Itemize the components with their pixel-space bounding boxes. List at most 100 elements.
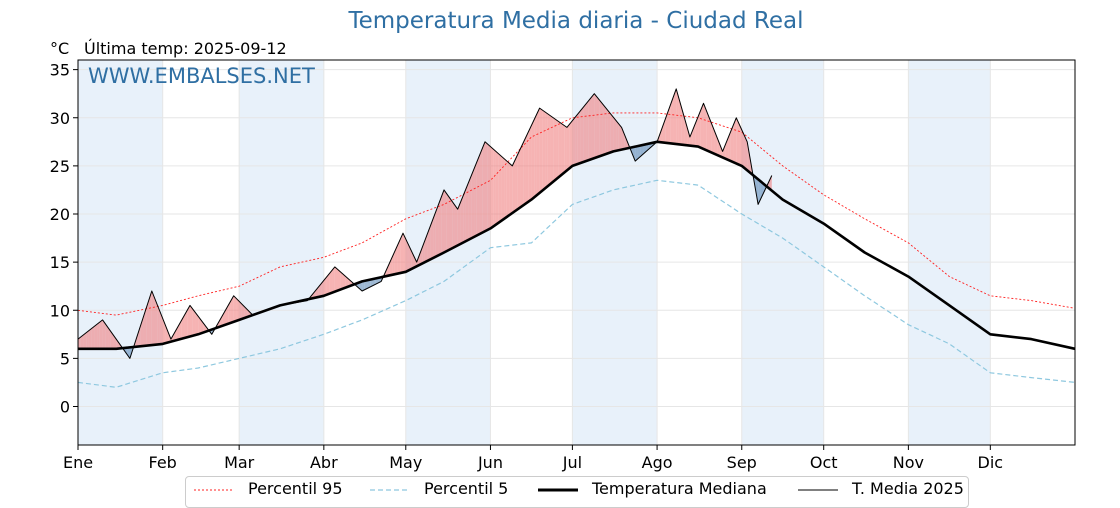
fill-above-median <box>739 123 742 166</box>
fill-above-median <box>722 144 726 159</box>
fill-above-median <box>733 117 737 164</box>
fill-above-median <box>479 148 483 235</box>
fill-above-median <box>149 291 152 346</box>
fill-above-median <box>83 332 87 349</box>
fill-above-median <box>78 336 81 349</box>
x-tick-label-ene: Ene <box>63 453 93 472</box>
legend: Percentil 95 Percentil 5 Temperatura Med… <box>185 476 969 508</box>
y-tick-label: 5 <box>60 349 70 368</box>
x-tick-label-dic: Dic <box>978 453 1004 472</box>
fill-above-median <box>181 315 185 339</box>
y-tick-label: 0 <box>60 398 70 417</box>
fill-above-median <box>594 93 597 159</box>
fill-above-median <box>323 277 327 296</box>
fill-above-median <box>419 247 423 265</box>
fill-above-median <box>146 299 150 346</box>
fill-above-median <box>173 329 177 341</box>
fill-above-median <box>476 155 480 236</box>
legend-label-p5: Percentil 5 <box>424 479 509 498</box>
fill-above-median <box>233 295 237 322</box>
fill-above-median <box>474 162 477 237</box>
fill-above-median <box>435 204 439 257</box>
fill-below-median <box>364 280 368 290</box>
legend-swatch-p5 <box>370 489 410 491</box>
fill-above-median <box>457 202 461 246</box>
fill-above-median <box>586 100 589 162</box>
y-tick-label: 35 <box>50 61 70 80</box>
fill-above-median <box>86 330 89 349</box>
fill-above-median <box>312 290 316 299</box>
watermark: WWW.EMBALSES.NET <box>88 64 315 88</box>
fill-above-median <box>179 319 182 340</box>
fill-above-median <box>520 142 524 208</box>
fill-above-median <box>493 149 496 227</box>
fill-above-median <box>580 107 584 163</box>
grid-lines <box>77 60 1075 445</box>
fill-above-median <box>700 103 704 150</box>
fill-above-median <box>165 325 169 344</box>
fill-above-median <box>94 324 98 349</box>
fill-above-median <box>616 120 619 151</box>
fill-above-median <box>318 283 322 298</box>
fill-above-median <box>91 326 95 349</box>
fill-above-median <box>151 291 155 346</box>
fill-above-median <box>708 117 712 153</box>
fill-below-median <box>370 278 374 287</box>
fill-below-median <box>362 280 365 291</box>
fill-above-median <box>558 121 562 178</box>
fill-above-median <box>424 233 428 263</box>
series-line-current <box>77 88 773 359</box>
fill-above-median <box>468 175 472 240</box>
fill-above-median <box>618 124 622 151</box>
fill-above-median <box>525 131 529 204</box>
series-line-median <box>78 140 1076 351</box>
fill-above-median <box>345 276 349 288</box>
series-line-p5 <box>77 179 1076 388</box>
x-tick-label-jun: Jun <box>477 453 503 472</box>
y-tick-label: 20 <box>50 205 70 224</box>
fill-above-median <box>465 182 469 242</box>
fill-above-median <box>517 148 521 210</box>
fill-above-median <box>105 323 109 349</box>
fill-above-median <box>591 93 595 160</box>
series-line-p95 <box>77 112 1076 316</box>
fill-above-median <box>741 129 745 169</box>
fill-above-median <box>509 163 513 215</box>
fill-above-median <box>698 110 701 148</box>
fill-above-median <box>110 331 114 349</box>
series-lines <box>77 88 1076 388</box>
fill-above-median <box>695 116 699 147</box>
fill-above-median <box>542 110 546 191</box>
deviation-fills <box>78 88 772 359</box>
y-axis-ticks: 0 5 10 15 20 25 30 35 <box>50 61 78 417</box>
fill-above-median <box>681 108 685 146</box>
fill-above-median <box>531 119 535 200</box>
fill-above-median <box>220 315 223 327</box>
month-shade-nov <box>908 60 991 445</box>
fill-below-median <box>755 177 759 205</box>
fill-above-median <box>610 113 614 153</box>
fill-above-median <box>678 98 682 145</box>
fill-above-median <box>413 256 417 268</box>
fill-above-median <box>744 135 748 171</box>
fill-above-median <box>471 168 475 239</box>
fill-above-median <box>556 119 559 180</box>
fill-above-median <box>624 134 628 150</box>
fill-above-median <box>607 110 611 154</box>
fill-above-median <box>547 113 551 187</box>
fill-above-median <box>561 123 565 175</box>
legend-label-median: Temperatura Mediana <box>592 479 767 498</box>
fill-above-median <box>225 305 229 325</box>
y-tick-label: 30 <box>50 109 70 128</box>
last-temp-label: Última temp: 2025-09-12 <box>84 39 287 58</box>
fill-above-median <box>326 273 330 295</box>
fill-above-median <box>605 107 608 155</box>
fill-above-median <box>441 189 445 254</box>
fill-above-median <box>449 197 453 250</box>
fill-above-median <box>392 251 395 275</box>
fill-above-median <box>444 189 447 253</box>
fill-above-median <box>528 125 532 202</box>
fill-above-median <box>159 311 163 345</box>
fill-above-median <box>438 197 442 256</box>
fill-above-median <box>706 110 709 152</box>
